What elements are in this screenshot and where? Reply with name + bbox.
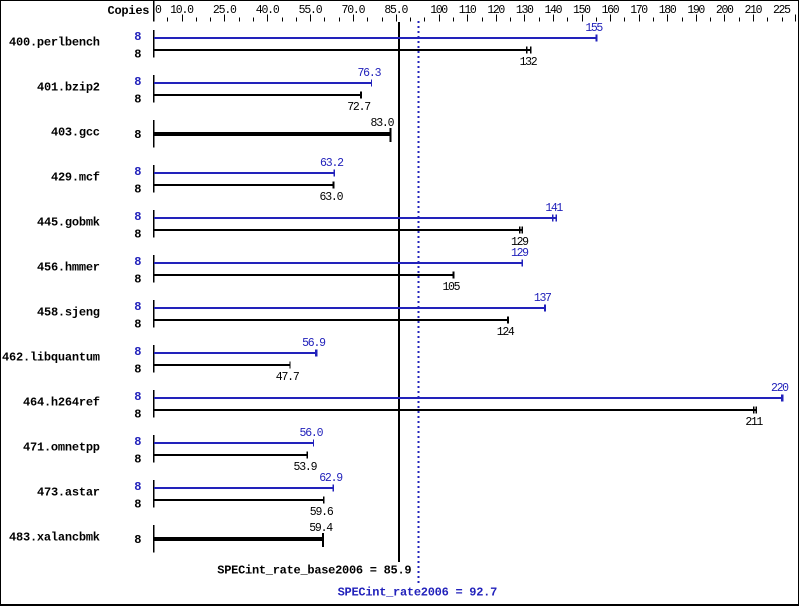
svg-text:124: 124 (497, 326, 515, 339)
svg-text:83.0: 83.0 (371, 117, 395, 130)
svg-text:47.7: 47.7 (276, 371, 300, 384)
svg-text:137: 137 (534, 292, 552, 305)
svg-text:59.6: 59.6 (310, 506, 334, 519)
svg-text:458.sjeng: 458.sjeng (37, 306, 100, 320)
svg-text:8: 8 (134, 165, 141, 179)
svg-text:76.3: 76.3 (357, 67, 381, 80)
svg-text:70.0: 70.0 (341, 4, 365, 17)
svg-text:150: 150 (573, 4, 591, 17)
svg-text:25.0: 25.0 (213, 4, 237, 17)
svg-text:473.astar: 473.astar (37, 486, 100, 500)
svg-text:8: 8 (134, 75, 141, 89)
svg-text:59.4: 59.4 (309, 522, 333, 535)
svg-text:130: 130 (516, 4, 534, 17)
svg-text:56.0: 56.0 (299, 427, 323, 440)
svg-text:140: 140 (544, 4, 562, 17)
svg-text:8: 8 (134, 435, 141, 449)
svg-text:8: 8 (134, 363, 141, 377)
svg-text:8: 8 (134, 390, 141, 404)
svg-text:0: 0 (155, 4, 162, 17)
svg-text:8: 8 (134, 318, 141, 332)
svg-text:155: 155 (585, 22, 603, 35)
svg-text:170: 170 (630, 4, 648, 17)
svg-text:129: 129 (511, 247, 529, 260)
svg-text:180: 180 (659, 4, 677, 17)
svg-text:55.0: 55.0 (299, 4, 323, 17)
svg-text:8: 8 (134, 128, 141, 142)
svg-text:132: 132 (520, 56, 538, 69)
svg-text:160: 160 (602, 4, 620, 17)
svg-text:8: 8 (134, 30, 141, 44)
svg-text:403.gcc: 403.gcc (51, 126, 100, 140)
svg-text:Copies: Copies (108, 4, 150, 18)
svg-text:120: 120 (487, 4, 505, 17)
svg-text:471.omnetpp: 471.omnetpp (23, 441, 100, 455)
svg-text:8: 8 (134, 533, 141, 547)
svg-text:63.2: 63.2 (320, 157, 344, 170)
svg-text:190: 190 (687, 4, 705, 17)
svg-text:8: 8 (134, 300, 141, 314)
svg-text:141: 141 (545, 202, 563, 215)
svg-text:8: 8 (134, 48, 141, 62)
svg-text:129: 129 (511, 236, 529, 249)
svg-text:211: 211 (745, 416, 763, 429)
svg-text:8: 8 (134, 93, 141, 107)
svg-text:210: 210 (744, 4, 762, 17)
svg-text:62.9: 62.9 (319, 472, 343, 485)
svg-text:200: 200 (716, 4, 734, 17)
svg-text:8: 8 (134, 228, 141, 242)
svg-text:72.7: 72.7 (347, 101, 371, 114)
svg-text:SPECint_rate_base2006 = 85.9: SPECint_rate_base2006 = 85.9 (217, 564, 411, 578)
svg-text:8: 8 (134, 255, 141, 269)
svg-text:85.0: 85.0 (384, 4, 408, 17)
svg-text:110: 110 (459, 4, 477, 17)
svg-text:105: 105 (442, 281, 460, 294)
svg-text:56.9: 56.9 (302, 337, 326, 350)
svg-text:462.libquantum: 462.libquantum (2, 351, 100, 365)
svg-text:400.perlbench: 400.perlbench (9, 36, 100, 50)
svg-text:464.h264ref: 464.h264ref (23, 396, 100, 410)
svg-text:8: 8 (134, 273, 141, 287)
svg-text:53.9: 53.9 (293, 461, 317, 474)
svg-text:220: 220 (771, 382, 789, 395)
svg-text:8: 8 (134, 345, 141, 359)
svg-text:8: 8 (134, 453, 141, 467)
svg-text:483.xalancbmk: 483.xalancbmk (9, 531, 100, 545)
svg-text:8: 8 (134, 183, 141, 197)
svg-text:40.0: 40.0 (256, 4, 280, 17)
svg-text:445.gobmk: 445.gobmk (37, 216, 100, 230)
svg-text:8: 8 (134, 480, 141, 494)
svg-text:100: 100 (430, 4, 448, 17)
svg-text:SPECint_rate2006 = 92.7: SPECint_rate2006 = 92.7 (338, 585, 498, 599)
svg-text:10.0: 10.0 (170, 4, 194, 17)
svg-text:8: 8 (134, 498, 141, 512)
svg-text:63.0: 63.0 (319, 191, 343, 204)
svg-text:8: 8 (134, 408, 141, 422)
svg-text:225: 225 (773, 4, 791, 17)
svg-text:8: 8 (134, 210, 141, 224)
svg-text:401.bzip2: 401.bzip2 (37, 81, 100, 95)
svg-text:456.hmmer: 456.hmmer (37, 261, 100, 275)
svg-text:429.mcf: 429.mcf (51, 171, 100, 185)
